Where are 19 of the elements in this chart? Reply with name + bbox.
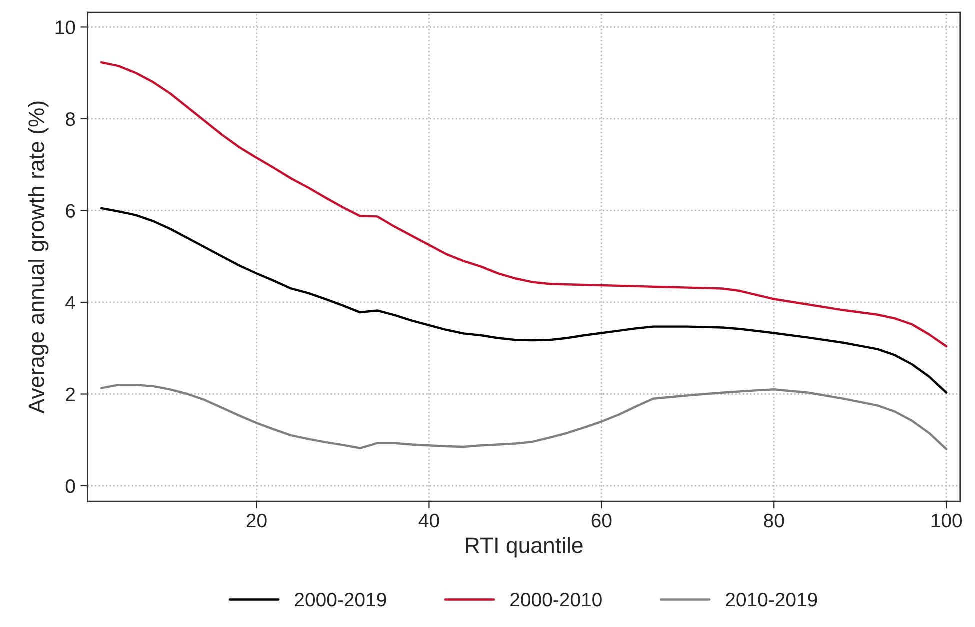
x-tick-label: 100 [932, 514, 962, 528]
y-tick-label: 2 [66, 388, 75, 402]
x-tick-label: 80 [764, 514, 784, 528]
y-tick-label: 8 [66, 112, 76, 126]
x-axis-title: RTI quantile [466, 537, 583, 558]
line-series [100, 61, 948, 348]
y-tick-label: 6 [66, 204, 76, 218]
legend-label: 2000-2010 [510, 592, 602, 607]
line-series [100, 207, 948, 394]
y-tick-label: 10 [56, 20, 76, 34]
legend-label: 2000-2019 [295, 592, 386, 607]
y-tick-label: 4 [66, 296, 76, 310]
x-tick-label: 20 [246, 514, 267, 528]
y-tick-label: 0 [66, 479, 76, 494]
line-series [100, 384, 948, 450]
legend-label: 2010-2019 [726, 592, 818, 607]
y-axis-title: Average annual growth rate (%) [28, 102, 49, 414]
x-tick-label: 40 [418, 514, 440, 528]
x-tick-label: 60 [592, 514, 612, 528]
